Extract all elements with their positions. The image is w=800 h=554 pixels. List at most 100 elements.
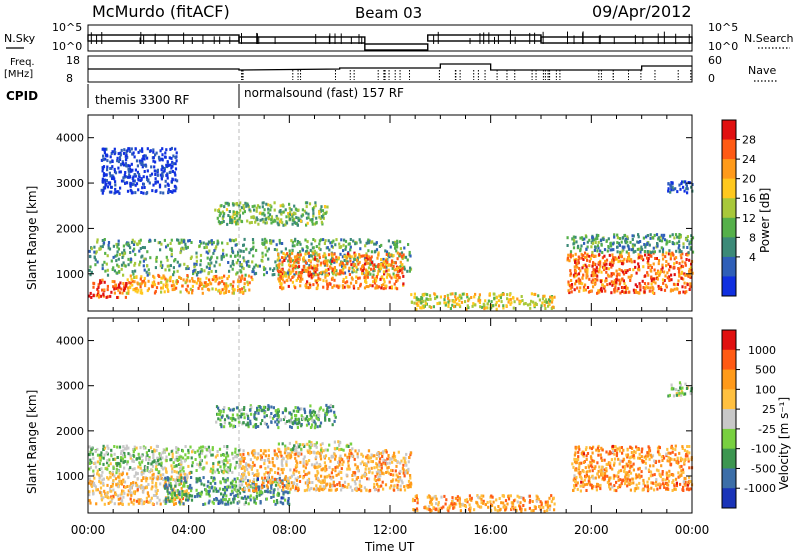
- heatmap-cell: [173, 184, 176, 188]
- heatmap-cell: [266, 485, 269, 489]
- heatmap-cell: [110, 152, 113, 155]
- heatmap-cell: [113, 502, 116, 506]
- heatmap-cell: [394, 469, 397, 473]
- power-heatmap-cells: [88, 146, 695, 311]
- heatmap-cell: [551, 298, 554, 302]
- heatmap-cell: [189, 445, 192, 449]
- heatmap-cell: [336, 446, 339, 450]
- heatmap-cell: [107, 246, 110, 250]
- heatmap-cell: [315, 477, 318, 481]
- heatmap-cell: [102, 477, 105, 481]
- heatmap-cell: [279, 450, 282, 454]
- heatmap-cell: [246, 219, 249, 223]
- heatmap-cell: [142, 191, 145, 195]
- heatmap-cell: [219, 221, 222, 225]
- heatmap-cell: [646, 271, 649, 275]
- heatmap-cell: [173, 171, 176, 175]
- heatmap-cell: [235, 272, 238, 276]
- heatmap-cell: [635, 271, 638, 275]
- heatmap-cell: [246, 263, 249, 267]
- nave-tick-bottom: 0: [708, 72, 715, 85]
- heatmap-cell: [593, 282, 597, 286]
- heatmap-cell: [174, 162, 177, 166]
- heatmap-cell: [256, 204, 260, 208]
- heatmap-cell: [384, 462, 387, 465]
- heatmap-cell: [596, 274, 599, 278]
- heatmap-cell: [620, 255, 623, 259]
- heatmap-cell: [668, 249, 671, 253]
- heatmap-cell: [222, 255, 225, 259]
- heatmap-cell: [276, 269, 280, 273]
- heatmap-cell: [123, 263, 126, 267]
- heatmap-cell: [471, 304, 474, 308]
- heatmap-cell: [272, 478, 275, 481]
- heatmap-cell: [164, 268, 167, 272]
- heatmap-cell: [584, 288, 587, 292]
- heatmap-cell: [287, 447, 290, 451]
- heatmap-cell: [259, 465, 263, 469]
- heatmap-cell: [351, 266, 354, 270]
- heatmap-cell: [104, 173, 107, 177]
- heatmap-cell: [339, 484, 342, 487]
- heatmap-cell: [319, 238, 323, 242]
- heatmap-cell: [206, 242, 210, 246]
- heatmap-cell: [592, 274, 595, 278]
- heatmap-cell: [535, 303, 538, 306]
- heatmap-cell: [332, 272, 335, 276]
- heatmap-cell: [464, 300, 467, 304]
- heatmap-cell: [273, 499, 276, 503]
- heatmap-cell: [164, 486, 167, 490]
- heatmap-cell: [374, 249, 377, 253]
- heatmap-cell: [156, 180, 159, 184]
- heatmap-cell: [615, 274, 618, 278]
- heatmap-cell: [299, 253, 302, 257]
- heatmap-cell: [612, 258, 615, 262]
- heatmap-cell: [99, 294, 102, 298]
- heatmap-cell: [239, 486, 242, 490]
- heatmap-cell: [335, 238, 338, 242]
- heatmap-cell: [340, 238, 343, 242]
- heatmap-cell: [222, 498, 225, 501]
- heatmap-cell: [196, 479, 199, 483]
- heatmap-cell: [288, 206, 291, 210]
- heatmap-cell: [123, 285, 126, 289]
- heatmap-cell: [226, 485, 229, 489]
- nsky-trace-segment: [540, 36, 693, 44]
- heatmap-cell: [273, 208, 276, 212]
- heatmap-cell: [203, 281, 206, 285]
- heatmap-cell: [626, 258, 629, 262]
- heatmap-cell: [248, 495, 251, 499]
- heatmap-cell: [263, 459, 266, 462]
- heatmap-cell: [357, 487, 360, 491]
- heatmap-cell: [241, 477, 245, 481]
- heatmap-cell: [378, 265, 381, 269]
- heatmap-cell: [674, 187, 677, 191]
- heatmap-cell: [332, 239, 335, 243]
- heatmap-cell: [190, 489, 193, 493]
- heatmap-cell: [109, 160, 112, 164]
- heatmap-cell: [349, 449, 352, 453]
- heatmap-cell: [432, 305, 435, 309]
- heatmap-cell: [680, 250, 683, 254]
- heatmap-cell: [567, 282, 570, 286]
- heatmap-cell: [424, 292, 427, 296]
- heatmap-cell: [534, 301, 537, 305]
- heatmap-cell: [646, 241, 649, 245]
- heatmap-cell: [347, 460, 350, 464]
- heatmap-cell: [296, 242, 299, 246]
- heatmap-cell: [252, 245, 255, 249]
- heatmap-cell: [390, 468, 393, 472]
- heatmap-cell: [385, 253, 388, 256]
- heatmap-cell: [296, 223, 299, 227]
- heatmap-cell: [115, 483, 118, 487]
- heatmap-cell: [94, 258, 97, 262]
- heatmap-cell: [605, 258, 609, 262]
- heatmap-cell: [493, 296, 496, 300]
- colorbar-frame: [721, 119, 737, 297]
- heatmap-cell: [132, 450, 135, 454]
- heatmap-cell: [136, 164, 139, 168]
- heatmap-cell: [426, 293, 429, 297]
- heatmap-cell: [297, 217, 300, 221]
- heatmap-cell: [196, 477, 199, 481]
- heatmap-cell: [311, 266, 314, 270]
